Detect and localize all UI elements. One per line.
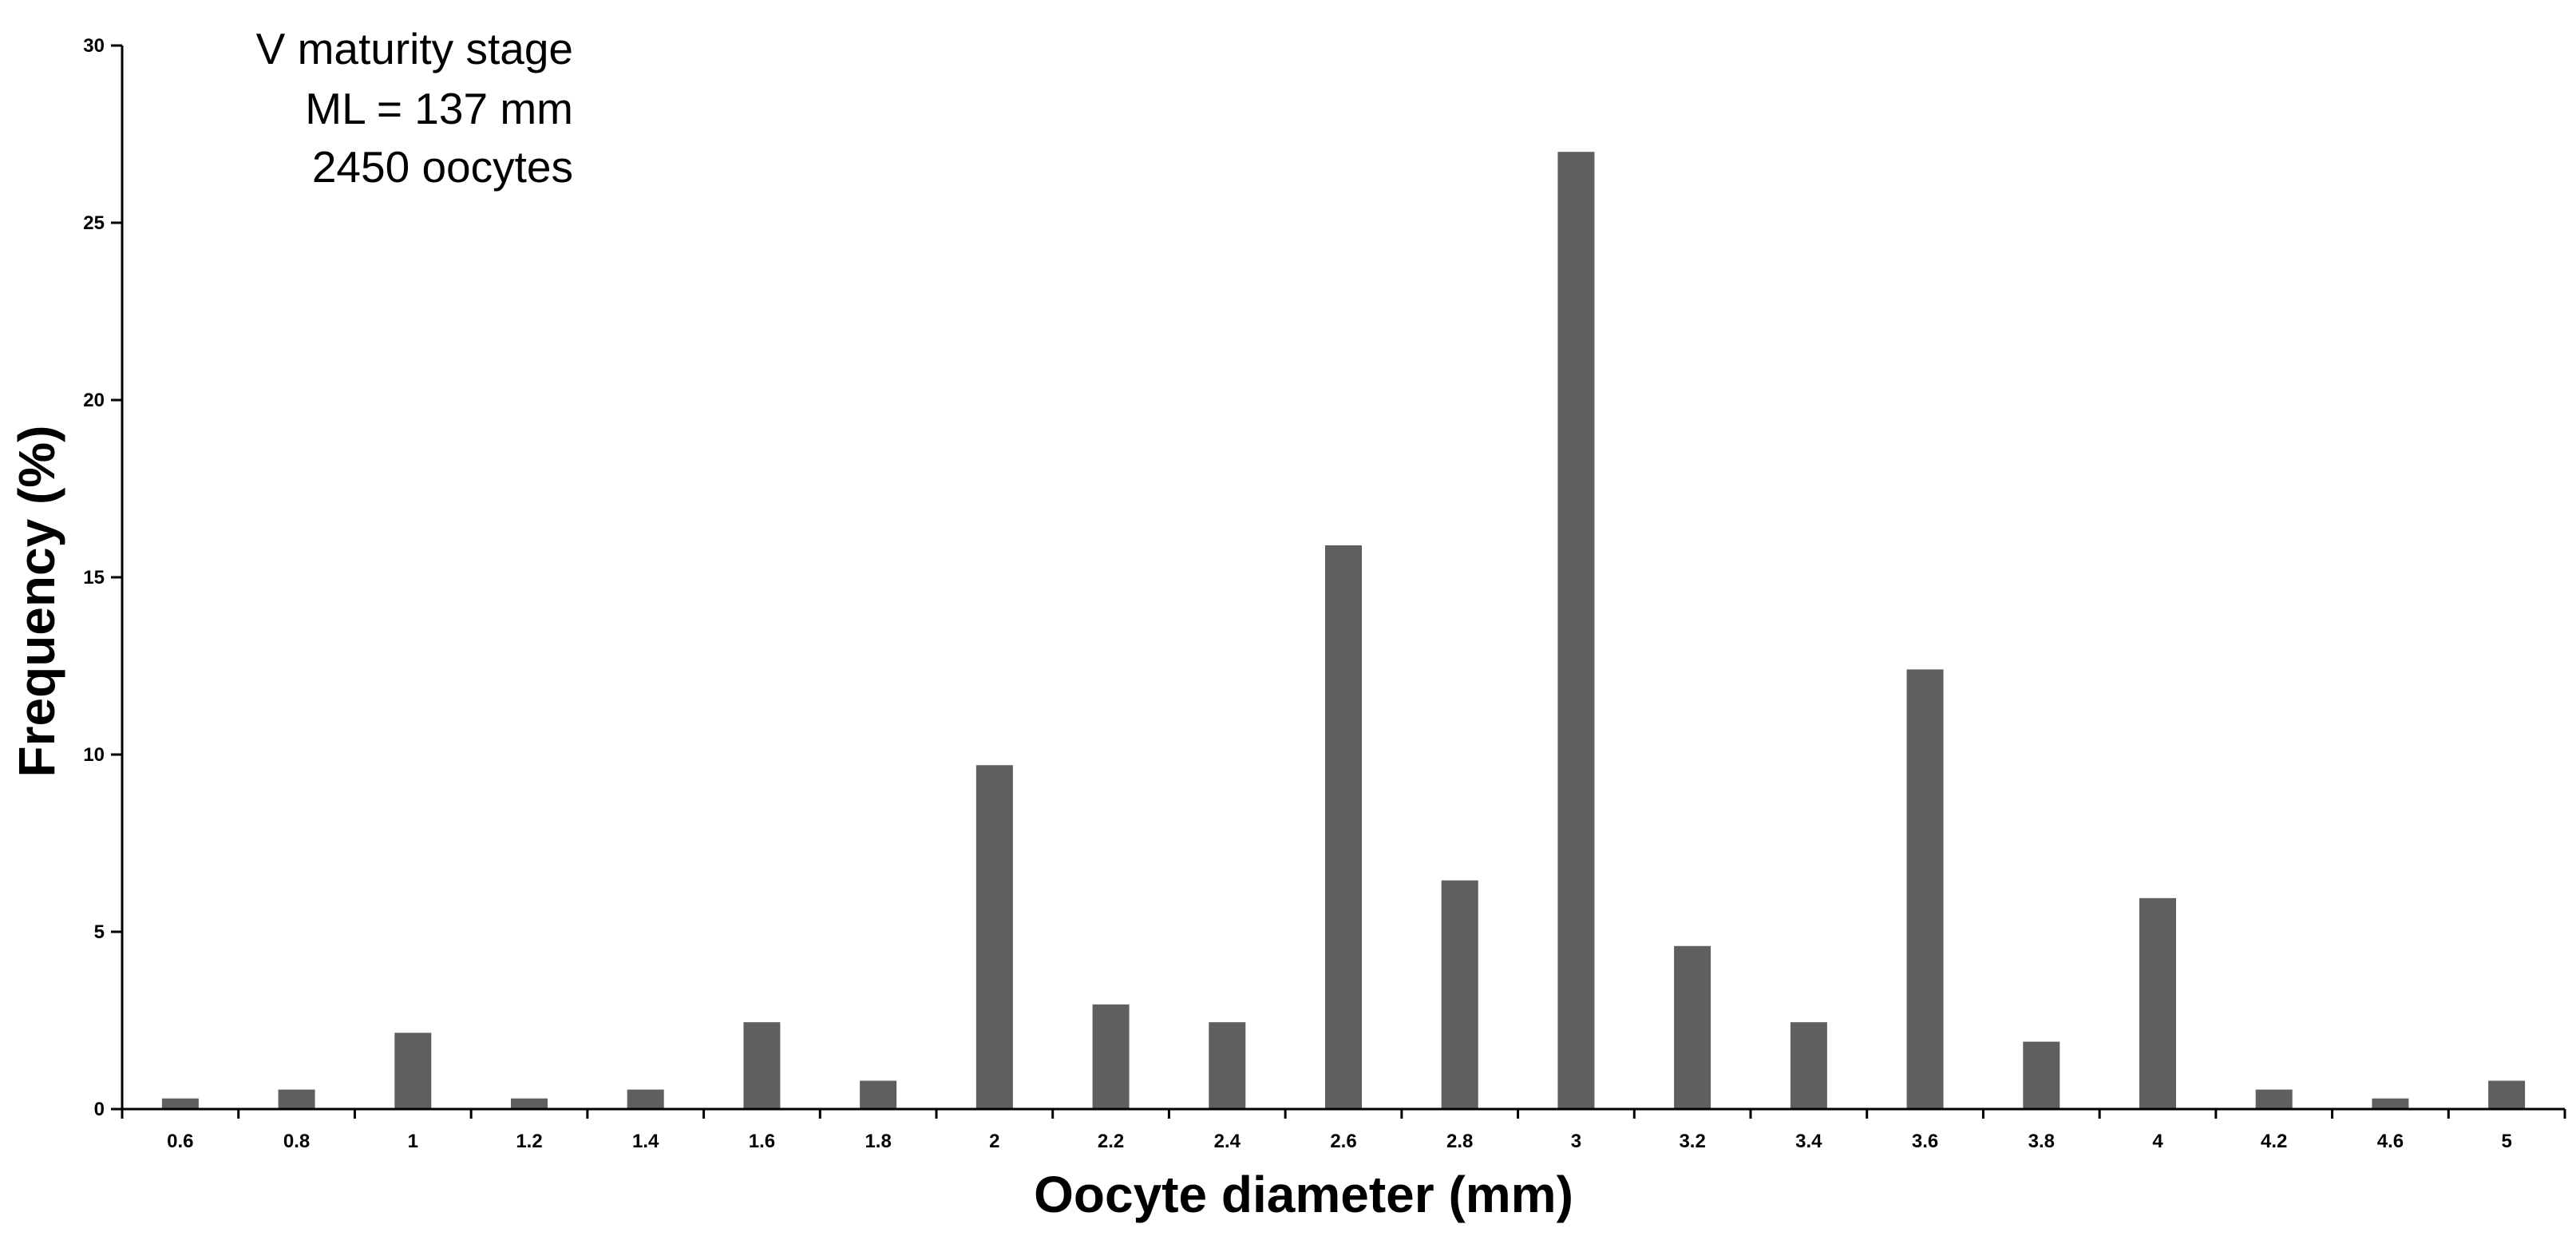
x-tick-label: 5: [2501, 1131, 2511, 1152]
x-tick-label: 3.4: [1795, 1131, 1822, 1152]
bar-1.6: [743, 1022, 781, 1109]
y-tick-label: 0: [94, 1099, 105, 1120]
x-ticks: 0.6 0.8 1 1.2 1.4 1.6 1.8 2 2.2 2.4 2.6 2.8 3 3.2 3.4 3…: [121, 1109, 2566, 1152]
bar-4.2: [2255, 1089, 2293, 1109]
bar-3.6: [1906, 669, 1944, 1109]
bar-1.4: [627, 1089, 664, 1109]
x-tick-label: 3: [1571, 1131, 1581, 1152]
y-tick-label: 15: [83, 567, 105, 588]
bar-3.2: [1674, 945, 1711, 1109]
bar-4.6: [2372, 1098, 2409, 1109]
x-tick-label: 2.4: [1214, 1131, 1241, 1152]
x-tick-label: 4.6: [2377, 1131, 2404, 1152]
bar-1.2: [511, 1098, 548, 1109]
bar-2.4: [1209, 1022, 1246, 1109]
x-tick-label: 1.4: [632, 1131, 659, 1152]
bar-1.8: [860, 1080, 897, 1109]
y-tick-label: 5: [94, 921, 105, 943]
x-tick-label: 2: [989, 1131, 999, 1152]
x-tick-label: 1.8: [865, 1131, 891, 1152]
annotation-maturity-stage: V maturity stage: [256, 24, 573, 73]
x-tick-label: 2.8: [1446, 1131, 1473, 1152]
bar-2: [975, 765, 1013, 1109]
annotation-block: V maturity stage ML = 137 mm 2450 oocyte…: [256, 24, 573, 192]
bar-3.4: [1790, 1022, 1827, 1109]
x-tick-label: 3.2: [1679, 1131, 1705, 1152]
annotation-oocyte-count: 2450 oocytes: [312, 142, 573, 192]
annotation-mantle-length: ML = 137 mm: [305, 84, 573, 133]
x-tick-label: 4: [2152, 1131, 2163, 1152]
x-axis-title: Oocyte diameter (mm): [1034, 1166, 1573, 1223]
y-ticks: 0 5 10 15 20 25 30: [83, 35, 122, 1120]
x-tick-label: 0.6: [167, 1131, 193, 1152]
x-tick-label: 3.6: [1912, 1131, 1938, 1152]
bar-0.8: [278, 1089, 315, 1109]
y-tick-label: 10: [83, 744, 105, 766]
y-tick-label: 20: [83, 390, 105, 411]
x-tick-label: 0.8: [283, 1131, 310, 1152]
bar-3.8: [2023, 1041, 2060, 1109]
x-tick-label: 2.2: [1098, 1131, 1124, 1152]
x-tick-label: 1.2: [516, 1131, 542, 1152]
x-tick-label: 4.2: [2261, 1131, 2287, 1152]
y-tick-label: 30: [83, 35, 105, 57]
x-tick-label: 1.6: [749, 1131, 775, 1152]
bar-2.2: [1092, 1004, 1130, 1109]
bars-layer: [161, 152, 2526, 1110]
bar-2.6: [1325, 545, 1362, 1109]
bar-3: [1557, 152, 1595, 1110]
bar-4: [2139, 897, 2176, 1109]
bar-2.8: [1441, 880, 1478, 1109]
y-axis-title: Frequency (%): [8, 426, 65, 778]
bar-5: [2488, 1080, 2526, 1109]
bar-1: [394, 1032, 432, 1109]
x-tick-label: 3.8: [2028, 1131, 2055, 1152]
x-tick-label: 2.6: [1330, 1131, 1356, 1152]
x-tick-label: 1: [408, 1131, 418, 1152]
bar-0.6: [161, 1098, 199, 1109]
y-tick-label: 25: [83, 212, 105, 234]
